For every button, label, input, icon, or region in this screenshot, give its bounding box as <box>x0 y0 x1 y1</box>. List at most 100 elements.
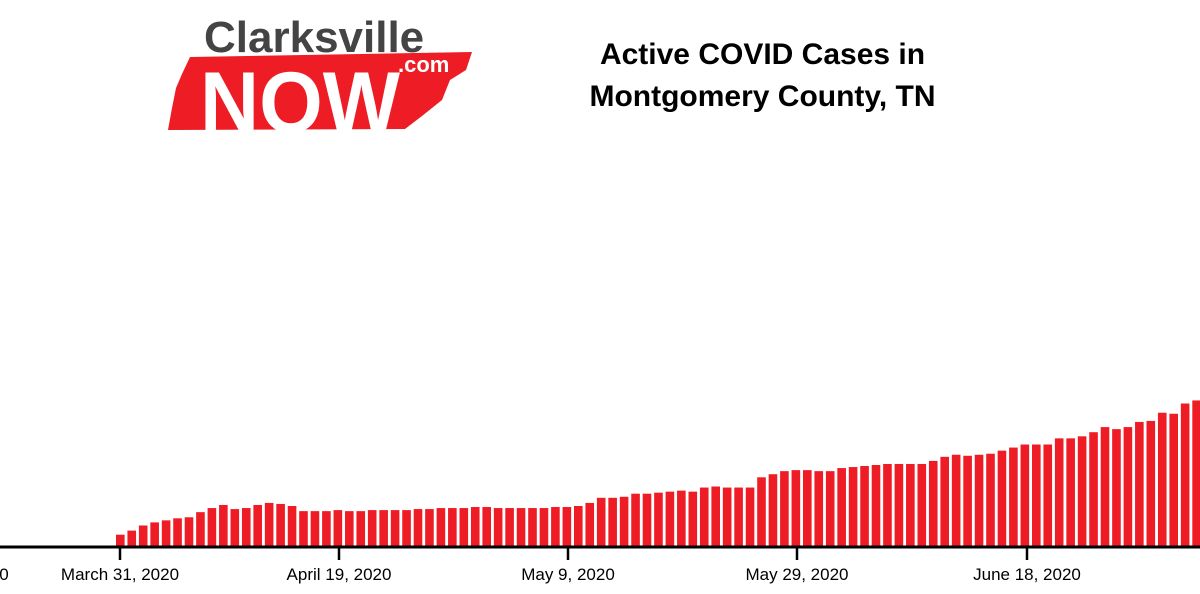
bar-day-81 <box>1032 444 1041 547</box>
logo-suffix-text: .com <box>398 52 449 77</box>
bar-day-70 <box>906 463 915 547</box>
clarksville-now-logo: Clarksville NOW .com <box>168 13 472 137</box>
bar-day-7 <box>184 517 194 547</box>
bar-day-54 <box>722 487 732 547</box>
bar-day-90 <box>1135 421 1144 547</box>
bar-day-24 <box>379 510 388 547</box>
x-tick-label: June 18, 2020 <box>973 565 1081 584</box>
bar-day-62 <box>814 471 824 547</box>
bar-day-13 <box>253 504 262 547</box>
bar-day-46 <box>631 493 640 547</box>
bar-day-91 <box>1146 420 1156 547</box>
chart-title-line-1: Active COVID Cases in <box>599 38 926 71</box>
bar-day-55 <box>734 487 743 547</box>
bar-day-1 <box>116 534 125 547</box>
bar-day-35 <box>505 508 514 547</box>
bar-day-51 <box>688 491 698 547</box>
bar-day-60 <box>791 470 801 548</box>
bar-day-59 <box>780 471 789 547</box>
bar-day-31 <box>459 508 469 547</box>
bar-day-63 <box>825 471 835 547</box>
bar-day-21 <box>345 511 354 548</box>
bar-day-67 <box>871 465 881 547</box>
bar-day-45 <box>619 496 629 547</box>
bar-day-94 <box>1180 403 1190 547</box>
bar-day-87 <box>1100 427 1110 547</box>
bar-day-77 <box>986 453 995 547</box>
bar-day-3 <box>138 525 148 547</box>
bar-day-33 <box>482 507 491 547</box>
bar-day-85 <box>1077 436 1087 547</box>
bar-day-11 <box>230 509 240 547</box>
chart-title: Active COVID Cases in Montgomery County,… <box>540 34 985 118</box>
bar-day-15 <box>276 503 285 547</box>
bar-day-5 <box>161 520 171 547</box>
bar-day-74 <box>951 454 961 547</box>
bar-day-88 <box>1112 429 1121 547</box>
bar-day-37 <box>528 508 537 547</box>
bar-day-47 <box>642 493 652 547</box>
bar-day-82 <box>1043 444 1053 547</box>
bar-day-9 <box>207 508 217 547</box>
bar-day-52 <box>699 487 709 547</box>
bar-day-66 <box>860 466 869 547</box>
bar-day-65 <box>848 467 858 547</box>
bar-day-86 <box>1089 432 1098 547</box>
bar-day-4 <box>150 522 159 547</box>
bar-day-16 <box>287 506 297 547</box>
bar-day-12 <box>241 508 251 547</box>
bar-day-49 <box>665 491 675 547</box>
x-tick-label: March 31, 2020 <box>61 565 179 584</box>
bar-day-92 <box>1157 412 1167 547</box>
bar-day-71 <box>917 463 927 547</box>
bar-day-32 <box>470 507 480 547</box>
bar-day-38 <box>539 508 549 547</box>
x-tick-label: April 19, 2020 <box>287 565 392 584</box>
x-tick-label: 0 <box>0 565 9 584</box>
bar-day-29 <box>436 508 446 547</box>
bar-day-6 <box>173 518 182 547</box>
bar-day-25 <box>390 510 400 547</box>
bar-day-2 <box>127 530 137 547</box>
bar-day-79 <box>1009 447 1018 547</box>
bar-day-41 <box>574 506 583 547</box>
bar-day-68 <box>883 463 892 547</box>
tennessee-shape <box>168 52 472 130</box>
bar-day-27 <box>413 509 423 547</box>
bar-day-36 <box>516 508 526 547</box>
bar-day-72 <box>928 460 938 547</box>
bars-group <box>116 400 1200 548</box>
bar-day-39 <box>551 507 560 547</box>
bar-day-42 <box>585 502 595 547</box>
bar-day-64 <box>837 468 846 547</box>
bar-day-78 <box>997 450 1007 547</box>
bar-day-26 <box>402 510 411 547</box>
bar-day-8 <box>196 512 205 547</box>
bar-day-44 <box>608 497 617 547</box>
x-tick-label: May 9, 2020 <box>521 565 615 584</box>
bar-day-84 <box>1066 438 1075 547</box>
bar-day-48 <box>654 492 663 547</box>
bar-day-93 <box>1169 413 1178 547</box>
chart-title-line-2: Montgomery County, TN <box>589 80 936 113</box>
bar-day-19 <box>322 511 331 548</box>
bar-day-20 <box>333 510 343 547</box>
bar-day-14 <box>264 502 274 547</box>
bar-day-18 <box>310 511 320 548</box>
bar-day-23 <box>367 510 377 547</box>
bar-day-95 <box>1192 400 1200 547</box>
bar-day-58 <box>768 474 778 547</box>
bar-day-89 <box>1123 427 1133 547</box>
bar-day-50 <box>677 490 686 547</box>
bar-day-56 <box>745 487 755 547</box>
bar-day-73 <box>940 456 949 547</box>
bar-day-75 <box>963 455 972 547</box>
logo-now-text: NOW <box>200 55 401 137</box>
x-tick-label: May 29, 2020 <box>745 565 848 584</box>
bar-day-80 <box>1020 444 1030 547</box>
bar-day-57 <box>757 477 766 547</box>
bar-day-43 <box>596 497 606 547</box>
bar-day-22 <box>356 511 366 548</box>
bar-day-17 <box>299 511 308 548</box>
